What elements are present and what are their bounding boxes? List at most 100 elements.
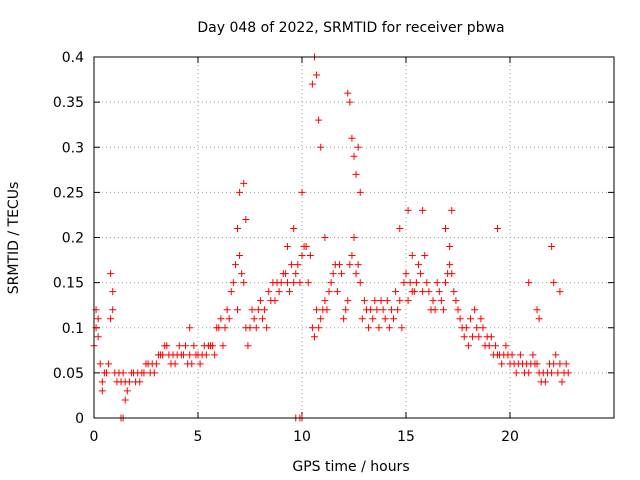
data-point xyxy=(400,279,408,287)
data-point xyxy=(365,324,373,332)
data-point xyxy=(246,324,254,332)
data-point xyxy=(429,297,437,305)
y-tick-label: 0.25 xyxy=(53,185,84,201)
data-point xyxy=(254,306,262,314)
data-point xyxy=(525,279,533,287)
data-point xyxy=(421,252,429,260)
data-point xyxy=(98,387,106,395)
data-point xyxy=(485,342,493,350)
data-point xyxy=(512,369,520,377)
data-point xyxy=(317,143,325,151)
plot-frame xyxy=(93,56,615,419)
data-point xyxy=(475,333,483,341)
data-point xyxy=(552,351,560,359)
data-point xyxy=(121,396,129,404)
data-point xyxy=(396,297,404,305)
data-point xyxy=(367,306,375,314)
data-point xyxy=(202,351,210,359)
data-point xyxy=(356,188,364,196)
data-point xyxy=(502,342,510,350)
data-point xyxy=(286,288,294,296)
data-point xyxy=(346,98,354,106)
data-point xyxy=(340,315,348,323)
data-point xyxy=(419,206,427,214)
data-point xyxy=(190,342,198,350)
data-point xyxy=(186,351,194,359)
data-point xyxy=(398,324,406,332)
y-tick-label: 0.4 xyxy=(62,50,84,66)
data-point xyxy=(354,143,362,151)
data-point xyxy=(175,342,183,350)
data-point xyxy=(315,324,323,332)
y-tick-label: 0.1 xyxy=(62,321,84,337)
data-point xyxy=(283,243,291,251)
data-point xyxy=(344,297,352,305)
data-point xyxy=(98,378,106,386)
data-point xyxy=(150,369,158,377)
data-point xyxy=(290,279,298,287)
data-point xyxy=(402,270,410,278)
data-point xyxy=(313,306,321,314)
data-point xyxy=(439,306,447,314)
x-tick-label: 15 xyxy=(397,429,415,445)
data-point xyxy=(298,188,306,196)
data-point xyxy=(412,279,420,287)
data-point xyxy=(215,324,223,332)
data-point xyxy=(256,297,264,305)
data-point xyxy=(338,270,346,278)
data-point xyxy=(296,279,304,287)
data-point xyxy=(244,342,252,350)
chart-title: Day 048 of 2022, SRMTID for receiver pbw… xyxy=(197,20,504,36)
data-point xyxy=(556,360,564,368)
data-point xyxy=(225,315,233,323)
data-point xyxy=(105,360,113,368)
data-point xyxy=(217,315,225,323)
data-point xyxy=(354,261,362,269)
data-point xyxy=(371,297,379,305)
data-point xyxy=(425,288,433,296)
data-point xyxy=(454,306,462,314)
data-point xyxy=(182,342,190,350)
data-point xyxy=(242,215,250,223)
data-point xyxy=(288,261,296,269)
data-point xyxy=(102,369,110,377)
data-point xyxy=(548,243,556,251)
data-point xyxy=(487,333,495,341)
data-point xyxy=(469,333,477,341)
data-point xyxy=(159,351,167,359)
data-point xyxy=(196,360,204,368)
data-point xyxy=(385,324,393,332)
data-point xyxy=(234,306,242,314)
data-point xyxy=(107,270,115,278)
data-point xyxy=(125,378,133,386)
data-point xyxy=(356,279,364,287)
data-point xyxy=(344,89,352,97)
y-tick-label: 0.35 xyxy=(53,95,84,111)
data-point xyxy=(435,288,443,296)
data-point xyxy=(419,288,427,296)
y-tick-label: 0.2 xyxy=(62,231,84,247)
data-point xyxy=(308,80,316,88)
data-point xyxy=(379,306,387,314)
data-point xyxy=(433,279,441,287)
data-point xyxy=(464,342,472,350)
data-point xyxy=(535,315,543,323)
data-point xyxy=(423,279,431,287)
y-tick-label: 0 xyxy=(75,411,84,427)
data-point xyxy=(238,270,246,278)
data-point xyxy=(377,297,385,305)
data-point xyxy=(321,234,329,241)
data-point xyxy=(387,306,395,314)
data-point xyxy=(304,279,312,287)
data-point xyxy=(369,315,377,323)
data-point xyxy=(290,224,298,232)
data-point xyxy=(554,369,562,377)
data-point xyxy=(417,270,425,278)
data-point xyxy=(352,170,360,178)
data-point xyxy=(221,324,229,332)
data-point xyxy=(466,315,474,323)
data-point xyxy=(298,252,306,260)
data-point xyxy=(375,324,383,332)
data-point xyxy=(302,243,310,251)
data-point xyxy=(283,279,291,287)
